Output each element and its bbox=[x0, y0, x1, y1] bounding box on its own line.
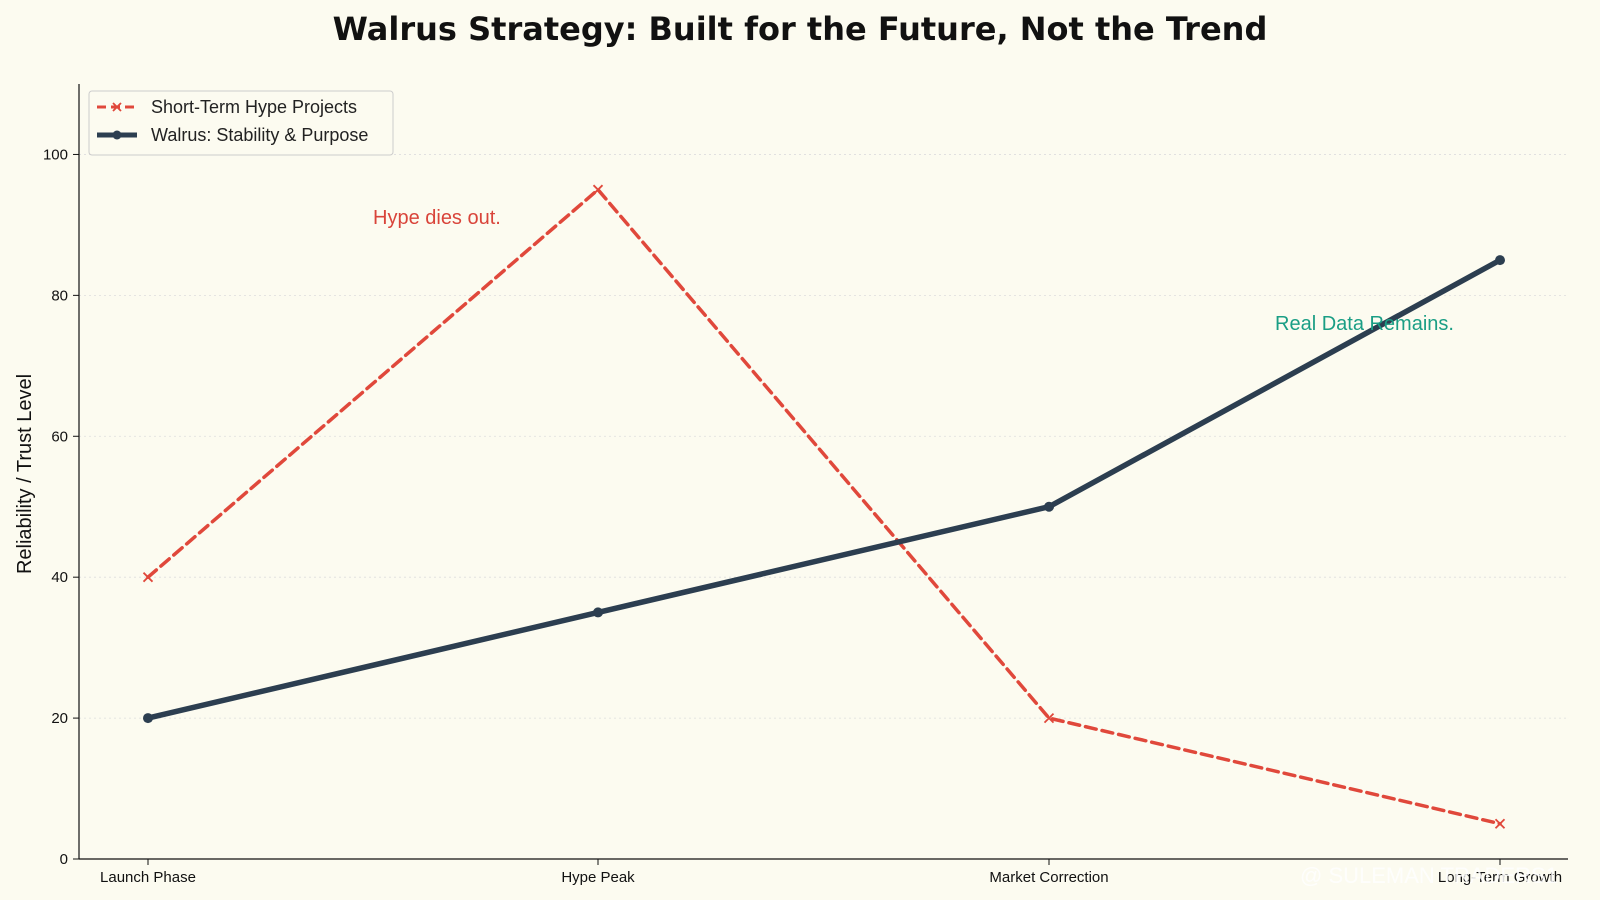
series-0-point-0 bbox=[142, 572, 154, 583]
y-tick-label-40: 40 bbox=[51, 569, 68, 586]
legend-marker-hype bbox=[112, 102, 122, 112]
series-line-0 bbox=[146, 187, 1502, 826]
x-tick-label-1: Hype Peak bbox=[561, 869, 635, 886]
x-tick-label-2: Market Correction bbox=[989, 869, 1108, 886]
watermark: @ SULEMAN TRADERS1 bbox=[1300, 863, 1558, 888]
legend-box bbox=[88, 90, 394, 156]
series-1-point-2 bbox=[1044, 501, 1054, 512]
x-tick-label-0: Launch Phase bbox=[100, 869, 196, 886]
series-0-point-1 bbox=[592, 184, 604, 195]
x-tick-label-3: Long-Term Growth bbox=[1438, 869, 1562, 886]
axes bbox=[78, 84, 1568, 860]
series-0-point-2 bbox=[1043, 712, 1055, 724]
series-line-1 bbox=[145, 257, 1503, 721]
series-1-point-1 bbox=[593, 607, 603, 618]
legend-label-hype: Short-Term Hype Projects bbox=[151, 97, 357, 117]
legend-marker-walrus bbox=[112, 130, 122, 140]
y-tick-label-0: 0 bbox=[60, 851, 68, 868]
chart-title: Walrus Strategy: Built for the Future, N… bbox=[333, 10, 1268, 48]
annotation-hype-dies-out: Hype dies out. bbox=[373, 207, 501, 229]
series-1-point-3 bbox=[1495, 255, 1505, 266]
x-ticks: Launch Phase Hype Peak Market Correction Lo… bbox=[100, 859, 1562, 886]
y-tick-label-20: 20 bbox=[51, 710, 68, 727]
series bbox=[142, 184, 1506, 829]
y-ticks: 0 20 40 60 80 100 bbox=[43, 146, 79, 868]
legend-label-walrus: Walrus: Stability & Purpose bbox=[151, 125, 368, 145]
annotation-real-data-remains: Real Data Remains. bbox=[1275, 313, 1454, 335]
y-tick-label-80: 80 bbox=[51, 287, 68, 304]
legend: Short-Term Hype Projects Walrus: Stabili… bbox=[88, 90, 394, 156]
series-1-point-0 bbox=[143, 713, 153, 724]
series-0-point-3 bbox=[1494, 818, 1506, 829]
y-axis-label: Reliability / Trust Level bbox=[14, 374, 36, 574]
y-tick-label-100: 100 bbox=[43, 146, 68, 163]
y-tick-label-60: 60 bbox=[51, 428, 68, 445]
grid-lines bbox=[79, 154, 1568, 719]
